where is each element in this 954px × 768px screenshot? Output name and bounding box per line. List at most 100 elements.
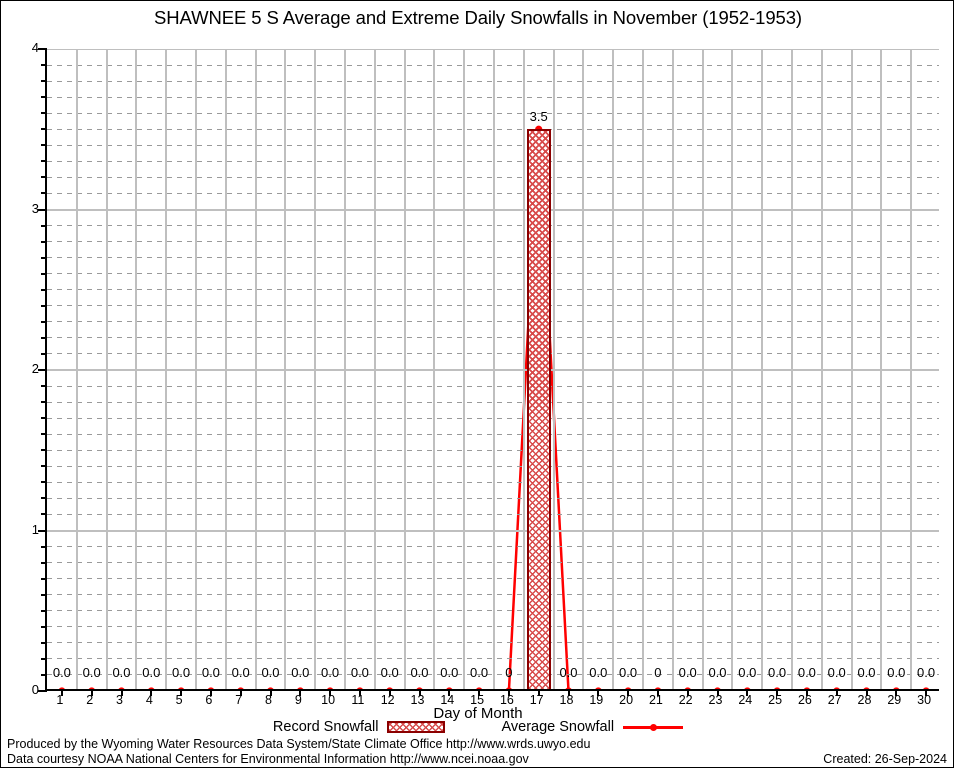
average-snowfall-marker — [595, 687, 602, 689]
average-snowfall-marker — [833, 687, 840, 689]
x-axis-tick-label: 29 — [887, 693, 902, 707]
y-axis-tick-label: 1 — [31, 521, 39, 537]
gridline-vertical — [880, 49, 883, 689]
bar-value-label: 0.0 — [589, 665, 608, 680]
bar-value-label: 0.0 — [291, 665, 310, 680]
gridline-vertical — [195, 49, 197, 689]
x-axis-tick — [746, 689, 749, 696]
gridline-vertical — [165, 49, 168, 689]
bar-value-label: 0.0 — [678, 665, 697, 680]
x-axis-tick — [865, 689, 868, 696]
gridline-vertical — [820, 49, 823, 689]
x-axis-tick — [329, 689, 332, 696]
y-axis-tick-major — [38, 369, 47, 371]
bar-value-label: 0.0 — [559, 665, 578, 680]
bar-value-label: 0.0 — [172, 665, 191, 680]
y-axis-tick-major — [38, 690, 47, 692]
gridline-vertical — [314, 49, 317, 689]
x-axis-tick-label: 17 — [529, 693, 544, 707]
average-snowfall-marker — [565, 687, 572, 689]
x-axis-tick-label: 9 — [294, 693, 302, 707]
average-snowfall-marker — [893, 687, 900, 689]
y-axis-tick-minor — [41, 304, 47, 307]
legend-item-record-snowfall[interactable]: Record Snowfall — [273, 719, 446, 735]
legend-label-average-snowfall: Average Snowfall — [501, 719, 615, 735]
x-axis-tick — [358, 689, 361, 696]
bar-value-label: 0.0 — [917, 665, 936, 680]
x-axis-tick-label: 12 — [380, 693, 395, 707]
gridline-vertical — [254, 49, 257, 689]
footer-credit-line-2: Data courtesy NOAA National Centers for … — [7, 752, 529, 766]
x-axis-tick — [120, 689, 123, 696]
x-axis-tick — [418, 689, 421, 696]
bar-value-label: 0.0 — [231, 665, 250, 680]
average-snowfall-marker — [297, 687, 304, 689]
gridline-vertical — [642, 49, 644, 689]
hatched-bar-swatch-icon — [387, 721, 446, 733]
bar-value-label: 0.0 — [142, 665, 161, 680]
x-axis-tick — [448, 689, 451, 696]
gridline-vertical — [224, 49, 227, 689]
y-axis-tick-major — [38, 48, 47, 50]
gridline-vertical — [761, 49, 764, 689]
x-axis-tick-label: 13 — [410, 693, 425, 707]
y-axis-tick-minor — [41, 433, 47, 436]
average-snowfall-marker — [923, 687, 930, 689]
y-axis-tick-minor — [41, 385, 47, 388]
x-axis-tick-label: 16 — [499, 693, 514, 707]
y-axis-tick-minor — [41, 240, 47, 243]
gridline-vertical — [701, 49, 704, 689]
x-axis-title: Day of Month — [433, 705, 523, 722]
x-axis-tick — [597, 689, 600, 696]
footer: Produced by the Wyoming Water Resources … — [1, 737, 953, 767]
x-axis-tick — [686, 689, 689, 696]
chart-title: SHAWNEE 5 S Average and Extreme Daily Sn… — [154, 7, 802, 28]
x-axis-tick-label: 8 — [265, 693, 272, 707]
y-axis-tick-minor — [41, 481, 47, 484]
average-snowfall-marker — [178, 687, 185, 689]
y-axis-tick-major — [38, 208, 47, 211]
gridline-vertical — [522, 49, 525, 689]
legend-label-record-snowfall: Record Snowfall — [272, 719, 379, 735]
bar-value-label: 0 — [505, 665, 513, 680]
y-axis-tick-minor — [41, 625, 47, 628]
bar-value-label: 0.0 — [380, 665, 399, 680]
y-axis-tick-minor — [41, 577, 47, 580]
x-axis-tick-label: 27 — [827, 693, 842, 707]
gridline-vertical — [731, 49, 734, 689]
bar-value-label: 0.0 — [112, 665, 131, 680]
average-snowfall-marker — [356, 687, 363, 689]
x-axis-tick-label: 2 — [86, 693, 94, 707]
x-axis-tick — [239, 689, 242, 696]
average-snowfall-marker — [803, 687, 810, 689]
x-axis-tick — [507, 689, 510, 696]
x-axis-tick — [925, 689, 928, 696]
gridline-vertical — [284, 49, 287, 689]
gridline-vertical — [612, 49, 615, 689]
bar-value-label: 0.0 — [738, 665, 757, 680]
gridline-vertical — [552, 49, 555, 689]
y-axis-tick-major — [38, 529, 47, 532]
gridline-vertical — [344, 49, 346, 689]
x-axis-tick-label: 1 — [56, 693, 64, 707]
x-axis-tick — [656, 689, 659, 696]
bar-value-label: 0.0 — [619, 665, 638, 680]
gridline-vertical — [671, 49, 674, 689]
y-axis-tick-minor — [41, 465, 47, 468]
legend-item-average-snowfall[interactable]: Average Snowfall — [501, 719, 684, 735]
x-axis-tick — [60, 689, 63, 696]
x-axis-tick-label: 21 — [648, 693, 663, 707]
y-axis-tick-minor — [41, 513, 47, 516]
y-axis-tick-minor — [41, 128, 47, 131]
gridline-vertical — [373, 49, 376, 689]
x-axis-tick-label: 5 — [175, 693, 183, 707]
x-axis-tick-label: 14 — [440, 693, 455, 707]
y-axis-tick-minor — [41, 401, 47, 404]
x-axis-tick — [299, 689, 302, 696]
average-snowfall-marker — [416, 687, 423, 689]
bar-value-label: 0.0 — [857, 665, 876, 680]
x-axis-tick-label: 15 — [470, 693, 485, 707]
y-axis-tick-minor — [41, 336, 47, 339]
x-axis-tick — [209, 689, 212, 696]
gridline-vertical — [463, 49, 466, 689]
